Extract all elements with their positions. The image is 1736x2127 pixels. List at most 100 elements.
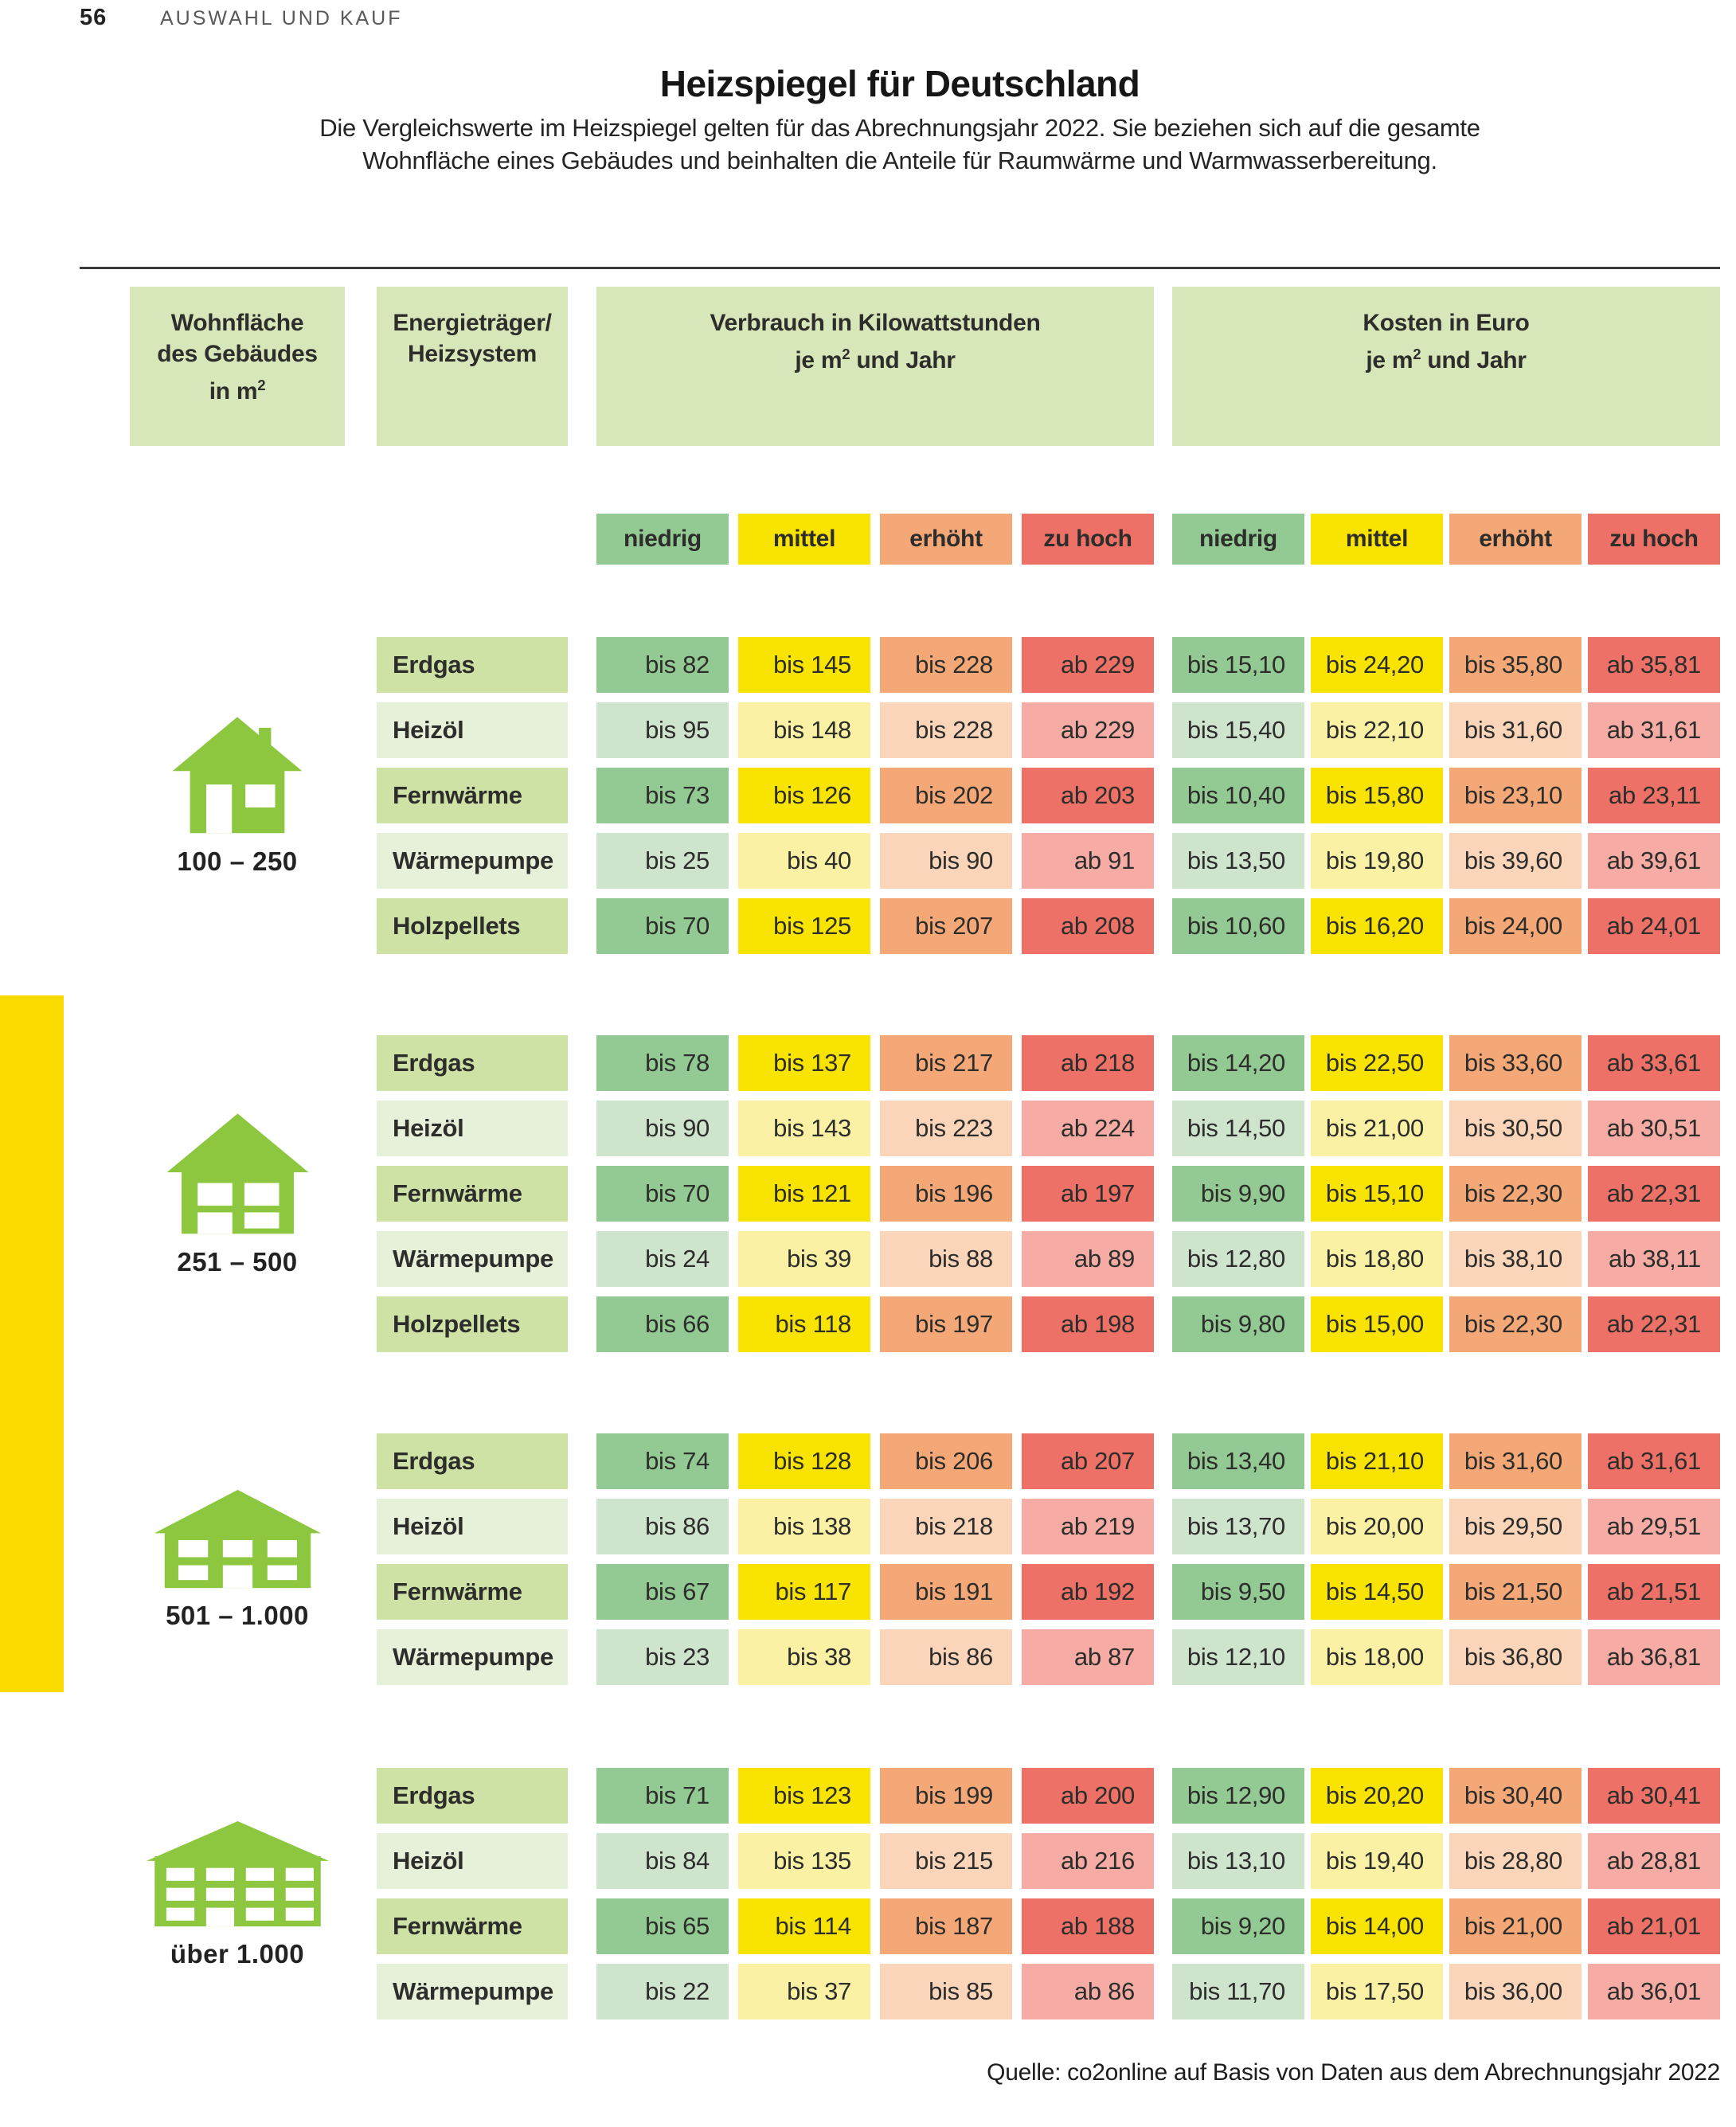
level-chip-mittel: mittel xyxy=(1311,514,1443,565)
consumption-cell: ab 208 xyxy=(1022,898,1154,954)
cost-cell: bis 21,50 xyxy=(1449,1564,1582,1620)
consumption-cell: bis 121 xyxy=(738,1166,870,1222)
consumption-cell: bis 143 xyxy=(738,1101,870,1156)
energy-label: Fernwärme xyxy=(377,768,568,823)
cost-cell: bis 36,00 xyxy=(1449,1964,1582,2019)
consumption-cell: bis 90 xyxy=(596,1101,729,1156)
cost-cell: bis 9,90 xyxy=(1172,1166,1304,1222)
cost-cell: bis 21,10 xyxy=(1311,1433,1443,1489)
consumption-cell: bis 37 xyxy=(738,1964,870,2019)
energy-label: Fernwärme xyxy=(377,1564,568,1620)
cost-cell: bis 20,00 xyxy=(1311,1499,1443,1554)
consumption-cell: bis 66 xyxy=(596,1296,729,1352)
page-subtitle: Die Vergleichswerte im Heizspiegel gelte… xyxy=(80,111,1720,177)
subtitle-line-1: Die Vergleichswerte im Heizspiegel gelte… xyxy=(319,114,1480,142)
cost-cell: bis 24,20 xyxy=(1311,637,1443,693)
cost-cell: ab 23,11 xyxy=(1588,768,1720,823)
consumption-cell: bis 199 xyxy=(880,1768,1012,1824)
consumption-cell: bis 148 xyxy=(738,702,870,758)
consumption-cell: bis 138 xyxy=(738,1499,870,1554)
cost-cell: bis 19,40 xyxy=(1311,1833,1443,1889)
cost-cell: bis 22,50 xyxy=(1311,1035,1443,1091)
consumption-cell: bis 86 xyxy=(880,1629,1012,1685)
level-chip-mittel: mittel xyxy=(738,514,870,565)
subtitle-line-2: Wohnfläche eines Gebäudes und beinhalten… xyxy=(362,147,1437,174)
cost-cell: bis 18,00 xyxy=(1311,1629,1443,1685)
cost-cell: bis 19,80 xyxy=(1311,833,1443,889)
area-label: 100 – 250 xyxy=(177,846,298,876)
cost-cell: ab 35,81 xyxy=(1588,637,1720,693)
energy-label: Erdgas xyxy=(377,1768,568,1824)
level-chip-erhöht: erhöht xyxy=(880,514,1012,565)
cost-cell: bis 9,20 xyxy=(1172,1898,1304,1954)
energy-label: Wärmepumpe xyxy=(377,1231,568,1287)
area-group: über 1.000 xyxy=(130,1819,345,1969)
consumption-cell: ab 89 xyxy=(1022,1231,1154,1287)
col-header-area: Wohnfläche des Gebäudes in m2 xyxy=(130,287,345,446)
consumption-cell: bis 70 xyxy=(596,1166,729,1222)
cost-cell: ab 30,51 xyxy=(1588,1101,1720,1156)
energy-label: Wärmepumpe xyxy=(377,1964,568,2019)
consumption-cell: bis 38 xyxy=(738,1629,870,1685)
house-medium-icon xyxy=(166,1112,308,1234)
consumption-cell: ab 203 xyxy=(1022,768,1154,823)
consumption-cell: bis 218 xyxy=(880,1499,1012,1554)
level-chip-zu-hoch: zu hoch xyxy=(1022,514,1154,565)
consumption-cell: bis 135 xyxy=(738,1833,870,1889)
cost-cell: bis 15,10 xyxy=(1172,637,1304,693)
consumption-cell: bis 191 xyxy=(880,1564,1012,1620)
cost-cell: ab 21,01 xyxy=(1588,1898,1720,1954)
col-header-consumption: Verbrauch in Kilowattstunden je m2 und J… xyxy=(596,287,1154,446)
area-group: 501 – 1.000 xyxy=(130,1488,345,1631)
cost-cell: ab 29,51 xyxy=(1588,1499,1720,1554)
level-chip-erhöht: erhöht xyxy=(1449,514,1582,565)
cost-cell: bis 10,40 xyxy=(1172,768,1304,823)
cost-cell: ab 21,51 xyxy=(1588,1564,1720,1620)
consumption-cell: ab 218 xyxy=(1022,1035,1154,1091)
consumption-cell: bis 70 xyxy=(596,898,729,954)
cost-cell: ab 28,81 xyxy=(1588,1833,1720,1889)
cost-cell: bis 31,60 xyxy=(1449,1433,1582,1489)
consumption-cell: ab 216 xyxy=(1022,1833,1154,1889)
consumption-cell: bis 88 xyxy=(880,1231,1012,1287)
consumption-cell: ab 86 xyxy=(1022,1964,1154,2019)
consumption-cell: bis 118 xyxy=(738,1296,870,1352)
cost-cell: bis 15,10 xyxy=(1311,1166,1443,1222)
level-chip-zu-hoch: zu hoch xyxy=(1588,514,1720,565)
cost-cell: ab 22,31 xyxy=(1588,1296,1720,1352)
consumption-cell: bis 117 xyxy=(738,1564,870,1620)
consumption-cell: bis 73 xyxy=(596,768,729,823)
consumption-cell: ab 188 xyxy=(1022,1898,1154,1954)
cost-cell: bis 21,00 xyxy=(1311,1101,1443,1156)
consumption-cell: bis 137 xyxy=(738,1035,870,1091)
energy-label: Heizöl xyxy=(377,702,568,758)
energy-label: Erdgas xyxy=(377,1035,568,1091)
consumption-cell: ab 197 xyxy=(1022,1166,1154,1222)
consumption-cell: bis 206 xyxy=(880,1433,1012,1489)
level-chip-niedrig: niedrig xyxy=(596,514,729,565)
cost-cell: bis 15,40 xyxy=(1172,702,1304,758)
cost-cell: ab 30,41 xyxy=(1588,1768,1720,1824)
energy-label: Erdgas xyxy=(377,1433,568,1489)
cost-cell: bis 30,40 xyxy=(1449,1768,1582,1824)
consumption-cell: bis 114 xyxy=(738,1898,870,1954)
cost-cell: bis 13,40 xyxy=(1172,1433,1304,1489)
consumption-cell: bis 25 xyxy=(596,833,729,889)
cost-cell: bis 13,70 xyxy=(1172,1499,1304,1554)
consumption-cell: bis 228 xyxy=(880,637,1012,693)
consumption-cell: bis 65 xyxy=(596,1898,729,1954)
consumption-cell: bis 95 xyxy=(596,702,729,758)
consumption-cell: bis 202 xyxy=(880,768,1012,823)
cost-cell: bis 12,80 xyxy=(1172,1231,1304,1287)
level-chip-niedrig: niedrig xyxy=(1172,514,1304,565)
building-wide-icon xyxy=(154,1489,321,1589)
consumption-cell: bis 40 xyxy=(738,833,870,889)
consumption-cell: bis 74 xyxy=(596,1433,729,1489)
consumption-cell: ab 192 xyxy=(1022,1564,1154,1620)
consumption-cell: bis 39 xyxy=(738,1231,870,1287)
cost-cell: bis 36,80 xyxy=(1449,1629,1582,1685)
cost-cell: ab 38,11 xyxy=(1588,1231,1720,1287)
cost-cell: bis 29,50 xyxy=(1449,1499,1582,1554)
cost-cell: bis 35,80 xyxy=(1449,637,1582,693)
